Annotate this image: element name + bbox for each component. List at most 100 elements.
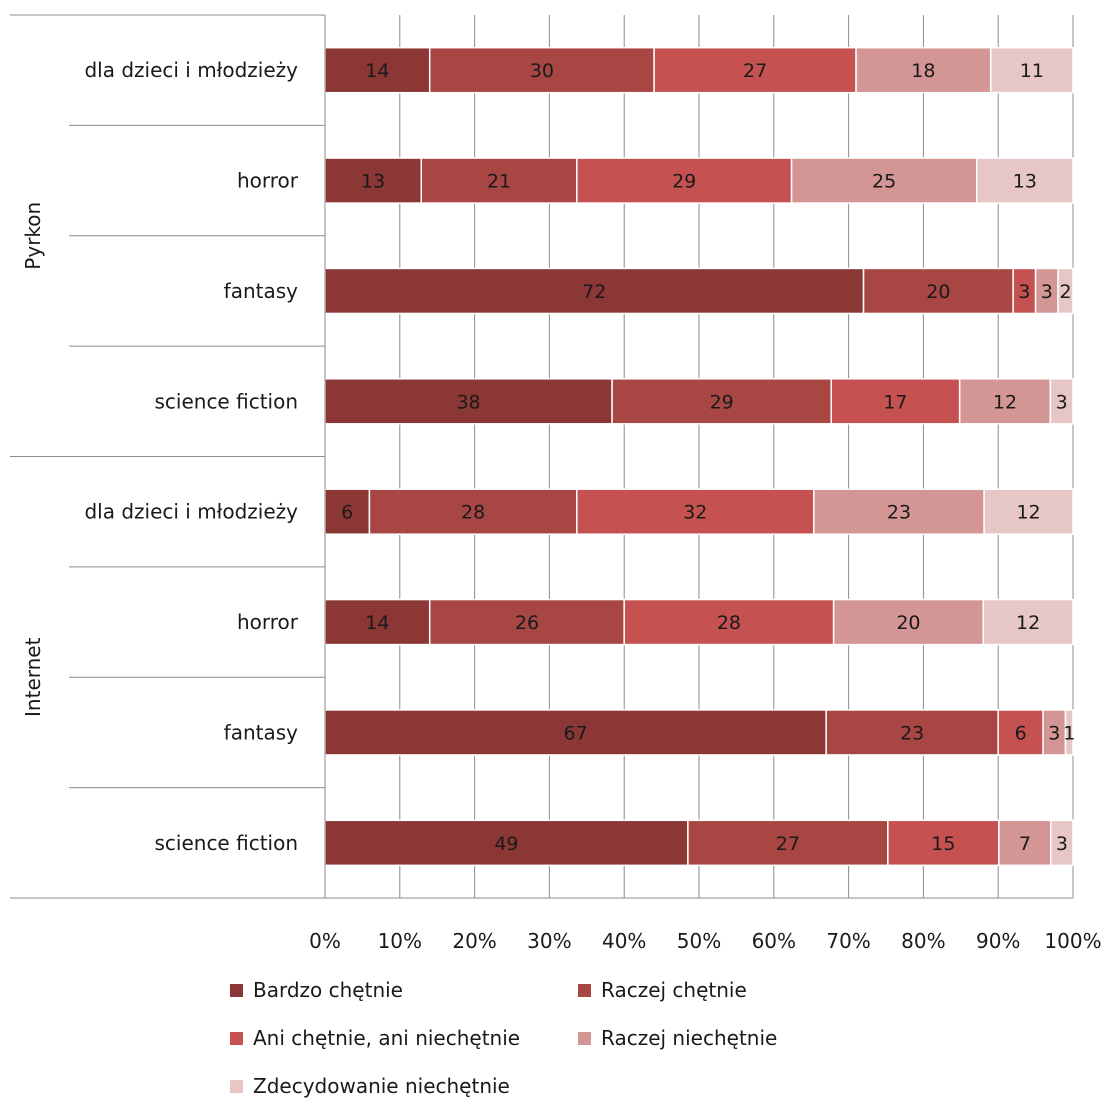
- category-label: dla dzieci i młodzieży: [84, 500, 298, 524]
- data-label: 67: [563, 722, 587, 744]
- data-label: 3: [1018, 281, 1030, 303]
- bar-segment: [1049, 378, 1074, 425]
- bar-segment: [887, 819, 1000, 867]
- bar-segment: [1050, 819, 1074, 867]
- data-label: 3: [1048, 722, 1060, 744]
- legend-label: Zdecydowanie niechętnie: [253, 1074, 510, 1098]
- data-label: 28: [717, 612, 741, 634]
- category-label: science fiction: [154, 389, 298, 413]
- category-label: horror: [237, 610, 299, 634]
- category-label: science fiction: [154, 831, 298, 855]
- legend-label: Raczej niechętnie: [601, 1026, 778, 1050]
- data-label: 21: [487, 171, 511, 193]
- data-label: 27: [743, 60, 767, 82]
- data-label: 3: [1056, 833, 1068, 855]
- legend-swatch: [578, 1031, 591, 1045]
- data-label: 20: [926, 281, 950, 303]
- data-label: 17: [883, 391, 907, 413]
- data-label: 23: [900, 722, 924, 744]
- data-label: 7: [1019, 833, 1031, 855]
- data-label: 14: [365, 60, 389, 82]
- bar-segments: [324, 46, 1074, 867]
- bar-segment: [428, 598, 625, 646]
- category-label: horror: [237, 169, 299, 193]
- x-tick-label: 20%: [452, 929, 496, 953]
- group-label: Internet: [21, 637, 45, 717]
- bar-segment: [368, 488, 578, 535]
- data-label: 2: [1059, 281, 1071, 303]
- legend-item-raczej-chetnie: Raczej chętnie: [578, 978, 747, 1002]
- data-label: 28: [461, 502, 485, 524]
- x-tick-label: 30%: [527, 929, 571, 953]
- bar-segment: [324, 46, 431, 94]
- bar-segment: [420, 157, 578, 204]
- x-tick-label: 10%: [378, 929, 422, 953]
- data-label: 49: [494, 833, 518, 855]
- legend-item-zdecydowanie-niechetnie: Zdecydowanie niechętnie: [230, 1074, 510, 1098]
- bar-segment: [989, 46, 1074, 94]
- x-tick-label: 90%: [976, 929, 1020, 953]
- bar-segment: [324, 157, 423, 204]
- bar-segment: [623, 598, 835, 646]
- category-label: fantasy: [224, 720, 298, 744]
- legend-label: Bardzo chętnie: [253, 978, 403, 1002]
- bar-segment: [983, 488, 1074, 535]
- bar-segment: [1064, 709, 1074, 756]
- legend-swatch: [230, 1079, 243, 1093]
- data-label: 38: [456, 391, 480, 413]
- legend-item-raczej-niechetnie: Raczej niechętnie: [578, 1026, 777, 1050]
- legend-swatch: [578, 983, 591, 997]
- data-label: 20: [896, 612, 920, 634]
- data-label: 27: [776, 833, 800, 855]
- bar-segment: [611, 378, 832, 425]
- legend-item-bardzo-chetnie: Bardzo chętnie: [230, 978, 403, 1002]
- data-label: 25: [872, 171, 896, 193]
- data-label: 29: [710, 391, 734, 413]
- bar-segment: [428, 46, 655, 94]
- bar-segment: [687, 819, 889, 867]
- data-label: 12: [1016, 502, 1040, 524]
- bar-segment: [862, 267, 1014, 315]
- data-label: 13: [1013, 171, 1037, 193]
- x-tick-label: 50%: [677, 929, 721, 953]
- data-label: 12: [993, 391, 1017, 413]
- data-label: 6: [341, 502, 353, 524]
- bar-segment: [975, 157, 1074, 204]
- x-tick-label: 0%: [309, 929, 341, 953]
- data-label: 26: [515, 612, 539, 634]
- bar-segment: [982, 598, 1074, 646]
- legend-label: Ani chętnie, ani niechętnie: [253, 1026, 521, 1050]
- x-tick-label: 70%: [826, 929, 870, 953]
- category-label: dla dzieci i młodzieży: [84, 58, 298, 82]
- data-label: 29: [672, 171, 696, 193]
- legend-swatch: [230, 1031, 243, 1045]
- axes: [10, 14, 1073, 899]
- data-label: 14: [365, 612, 389, 634]
- data-label: 15: [931, 833, 955, 855]
- x-tick-label: 60%: [752, 929, 796, 953]
- bar-segment: [855, 46, 992, 94]
- data-label: 72: [582, 281, 606, 303]
- bar-segment: [324, 378, 613, 425]
- data-label: 3: [1041, 281, 1053, 303]
- x-tick-label: 100%: [1044, 929, 1101, 953]
- legend-item-ani-chetnie: Ani chętnie, ani niechętnie: [230, 1026, 520, 1050]
- data-label: 23: [887, 502, 911, 524]
- bar-segment: [958, 378, 1052, 425]
- data-label: 1: [1063, 722, 1075, 744]
- bar-segment: [998, 819, 1052, 867]
- group-label: Pyrkon: [21, 202, 45, 270]
- legend-swatch: [230, 983, 243, 997]
- data-label: 3: [1056, 391, 1068, 413]
- gridlines: [324, 15, 1074, 898]
- category-label: fantasy: [224, 279, 298, 303]
- bar-segment: [324, 598, 431, 646]
- x-tick-label: 40%: [602, 929, 646, 953]
- data-label: 18: [911, 60, 935, 82]
- bar-segment: [324, 709, 827, 756]
- x-tick-label: 80%: [901, 929, 945, 953]
- bar-segment: [1057, 267, 1074, 315]
- data-label: 11: [1020, 60, 1044, 82]
- data-label: 13: [361, 171, 385, 193]
